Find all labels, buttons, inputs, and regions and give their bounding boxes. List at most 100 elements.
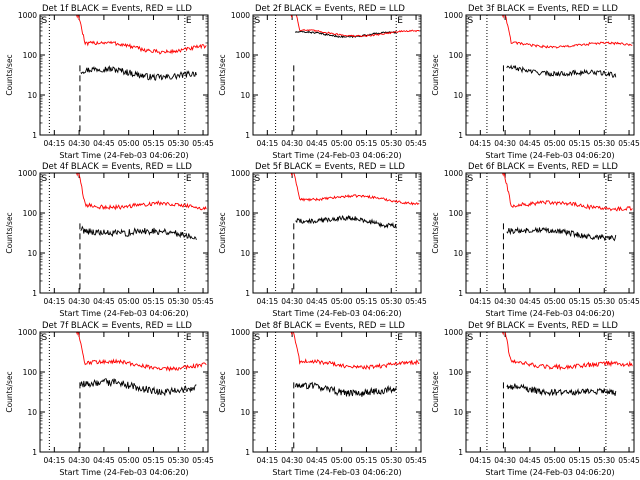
lld-series-line — [75, 172, 207, 211]
det-4f-panel: Det 4f BLACK = Events, RED = LLD Start Ti… — [5, 162, 214, 318]
plot-frame — [252, 14, 422, 136]
x-tick-label: 05:00 — [544, 456, 566, 465]
start-marker: S — [42, 174, 48, 184]
x-tick-label: 04:15 — [44, 139, 66, 148]
x-axis-label: Start Time (24-Feb-03 04:06:20) — [59, 309, 188, 318]
x-tick-label: 05:15 — [356, 297, 378, 306]
x-tick-label: 04:15 — [470, 456, 492, 465]
panel-title: Det 8f BLACK = Events, RED = LLD — [255, 321, 405, 331]
x-axis-label: Start Time (24-Feb-03 04:06:20) — [272, 468, 401, 477]
y-tick-label: 1 — [458, 448, 463, 457]
y-axis-label: Counts/sec — [431, 54, 440, 95]
x-tick-label: 05:45 — [618, 456, 640, 465]
x-tick-label: 05:00 — [118, 456, 140, 465]
panel-title: Det 2f BLACK = Events, RED = LLD — [255, 4, 405, 14]
x-tick-label: 04:30 — [68, 139, 90, 148]
x-tick-label: 05:00 — [118, 139, 140, 148]
lld-series-line — [75, 331, 207, 372]
x-axis-label: Start Time (24-Feb-03 04:06:20) — [485, 468, 614, 477]
x-tick-label: 04:30 — [281, 297, 303, 306]
x-tick-label: 04:45 — [519, 297, 541, 306]
panel-title: Det 4f BLACK = Events, RED = LLD — [42, 162, 192, 172]
x-axis-label: Start Time (24-Feb-03 04:06:20) — [272, 151, 401, 160]
y-tick-label: 1000 — [444, 328, 463, 337]
y-axis-label: Counts/sec — [218, 212, 227, 253]
x-axis-label: Start Time (24-Feb-03 04:06:20) — [485, 309, 614, 318]
events-series-line — [80, 378, 197, 397]
det-3f-panel: Det 3f BLACK = Events, RED = LLD Start Ti… — [431, 4, 640, 160]
x-tick-label: 05:00 — [331, 139, 353, 148]
x-tick-label: 04:45 — [93, 297, 115, 306]
y-tick-label: 1 — [32, 131, 37, 140]
det-1f-panel: Det 1f BLACK = Events, RED = LLD Start Ti… — [5, 4, 214, 160]
panel-title: Det 9f BLACK = Events, RED = LLD — [468, 321, 618, 331]
y-tick-label: 1000 — [444, 169, 463, 178]
y-axis-label: Counts/sec — [5, 371, 14, 412]
x-tick-label: 05:30 — [380, 297, 402, 306]
x-tick-label: 04:15 — [44, 456, 66, 465]
x-tick-label: 04:45 — [519, 456, 541, 465]
x-tick-label: 04:45 — [306, 139, 328, 148]
y-tick-label: 10 — [27, 249, 37, 258]
x-axis-label: Start Time (24-Feb-03 04:06:20) — [59, 468, 188, 477]
lld-series-line — [290, 172, 420, 206]
x-tick-label: 04:30 — [494, 456, 516, 465]
x-tick-label: 05:15 — [143, 139, 165, 148]
x-tick-label: 05:15 — [569, 139, 591, 148]
x-tick-label: 04:15 — [470, 297, 492, 306]
lld-series-line — [501, 14, 633, 49]
x-tick-label: 04:30 — [281, 456, 303, 465]
y-tick-label: 1 — [458, 131, 463, 140]
y-tick-label: 10 — [453, 91, 463, 100]
events-series-line — [506, 226, 617, 242]
x-tick-label: 05:30 — [593, 139, 615, 148]
y-tick-label: 10 — [27, 408, 37, 417]
x-tick-label: 05:00 — [544, 297, 566, 306]
y-tick-label: 1000 — [231, 328, 250, 337]
y-tick-label: 100 — [449, 51, 464, 60]
events-series-line — [506, 383, 617, 397]
start-marker: S — [42, 333, 48, 343]
det-2f-panel: Det 2f BLACK = Events, RED = LLD Start Ti… — [218, 4, 427, 160]
y-axis-label: Counts/sec — [218, 371, 227, 412]
y-tick-label: 100 — [23, 51, 38, 60]
x-tick-label: 05:00 — [331, 297, 353, 306]
x-tick-label: 05:15 — [143, 297, 165, 306]
y-tick-label: 1000 — [231, 169, 250, 178]
x-tick-label: 04:45 — [519, 139, 541, 148]
plot-frame — [39, 14, 209, 136]
y-tick-label: 1 — [245, 448, 250, 457]
x-tick-label: 04:45 — [93, 456, 115, 465]
start-marker: S — [468, 174, 474, 184]
x-tick-label: 05:00 — [544, 139, 566, 148]
events-series-line — [295, 30, 397, 39]
y-tick-label: 1 — [32, 289, 37, 298]
y-tick-label: 100 — [449, 368, 464, 377]
y-tick-label: 10 — [240, 408, 250, 417]
panel-title: Det 1f BLACK = Events, RED = LLD — [42, 4, 192, 14]
x-tick-label: 05:15 — [356, 456, 378, 465]
plot-frame — [39, 331, 209, 453]
lld-series-line — [501, 331, 633, 371]
y-axis-label: Counts/sec — [431, 212, 440, 253]
x-tick-label: 05:15 — [356, 139, 378, 148]
end-marker: E — [186, 174, 192, 184]
end-marker: E — [397, 16, 403, 26]
x-tick-label: 05:30 — [593, 297, 615, 306]
x-tick-label: 05:45 — [192, 456, 214, 465]
x-tick-label: 05:00 — [331, 456, 353, 465]
x-tick-label: 05:45 — [192, 139, 214, 148]
x-tick-label: 04:45 — [306, 297, 328, 306]
y-tick-label: 1000 — [18, 328, 37, 337]
x-tick-label: 04:30 — [68, 297, 90, 306]
end-marker: E — [186, 333, 192, 343]
x-tick-label: 04:30 — [281, 139, 303, 148]
end-marker: E — [397, 333, 403, 343]
x-tick-label: 04:45 — [306, 456, 328, 465]
x-tick-label: 05:45 — [618, 297, 640, 306]
x-tick-label: 05:45 — [405, 297, 427, 306]
x-tick-label: 04:30 — [494, 139, 516, 148]
x-tick-label: 04:30 — [68, 456, 90, 465]
x-axis-label: Start Time (24-Feb-03 04:06:20) — [272, 309, 401, 318]
